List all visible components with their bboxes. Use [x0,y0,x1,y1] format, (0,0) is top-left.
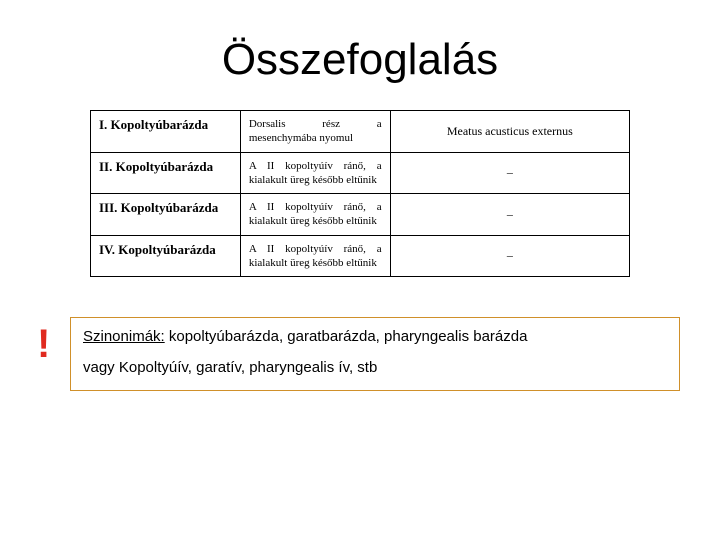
synonyms-box: ! Szinonimák: kopoltyúbarázda, garatbará… [70,317,680,391]
cell-result: Meatus acusticus externus [390,111,629,153]
synonyms-text: kopoltyúbarázda, garatbarázda, pharyngea… [165,328,528,345]
cell-name: IV. Kopoltyúbarázda [91,235,241,277]
cell-desc: Dorsalis rész a mesenchymába nyomul [240,111,390,153]
table-row: IV. Kopoltyúbarázda A II kopoltyúív ránő… [91,235,630,277]
cell-desc: A II kopoltyúív ránő, a kialakult üreg k… [240,235,390,277]
cell-name: III. Kopoltyúbarázda [91,194,241,236]
cell-result: – [390,194,629,236]
alternatives-line: vagy Kopoltyúív, garatív, pharyngealis í… [83,359,667,376]
table-row: II. Kopoltyúbarázda A II kopoltyúív ránő… [91,152,630,194]
cell-result: – [390,235,629,277]
cell-result: – [390,152,629,194]
synonyms-label: Szinonimák: [83,328,165,345]
slide: Összefoglalás I. Kopoltyúbarázda Dorsali… [0,0,720,540]
page-title: Összefoglalás [30,35,690,85]
exclamation-icon: ! [37,322,50,367]
table-row: I. Kopoltyúbarázda Dorsalis rész a mesen… [91,111,630,153]
cell-desc: A II kopoltyúív ránő, a kialakult üreg k… [240,152,390,194]
cell-name: I. Kopoltyúbarázda [91,111,241,153]
cell-name: II. Kopoltyúbarázda [91,152,241,194]
table-row: III. Kopoltyúbarázda A II kopoltyúív rán… [91,194,630,236]
synonyms-line: Szinonimák: kopoltyúbarázda, garatbarázd… [83,328,667,345]
cell-desc: A II kopoltyúív ránő, a kialakult üreg k… [240,194,390,236]
summary-table: I. Kopoltyúbarázda Dorsalis rész a mesen… [90,110,630,277]
